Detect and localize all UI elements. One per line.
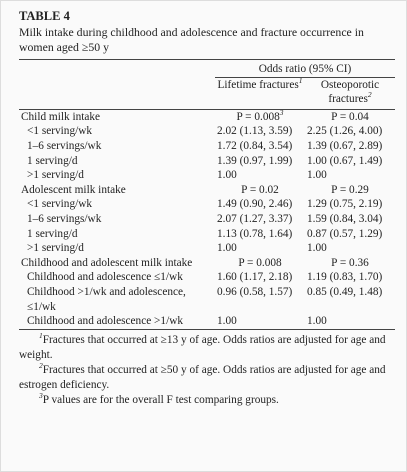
p-value: P = 0.04 (305, 109, 395, 124)
note-mark: 3 (279, 108, 284, 118)
column-label: Osteoporotic fractures (320, 78, 380, 106)
footnote: 3P values are for the overall F test com… (19, 390, 394, 408)
odds-ratio: 1.00 (217, 242, 237, 255)
data-row: 1 serving/d 1.13 (0.78, 1.64) 0.87 (0.57, … (19, 227, 395, 242)
table-caption: Milk intake during childhood and adolesc… (19, 25, 364, 54)
footnote-text: Fractures that occurred at ≥50 y of age.… (19, 363, 386, 391)
table-title: TABLE 4 (19, 9, 70, 23)
odds-ratio: 1.39 (0.67, 2.89) (307, 139, 383, 152)
odds-ratio: 1.13 (0.78, 1.64) (217, 227, 293, 240)
p-text: P = 0.04 (331, 110, 369, 123)
row-label: <1 serving/wk (27, 198, 93, 211)
odds-ratio: 1.59 (0.84, 3.04) (307, 212, 383, 225)
p-text: P = 0.008 (236, 110, 280, 123)
data-row: >1 serving/d 1.00 1.00 (19, 168, 395, 183)
group-header: Odds ratio (95% CI) (215, 59, 395, 78)
data-row: 1–6 servings/wk 1.72 (0.84, 3.54) 1.39 (0.… (19, 139, 395, 154)
section-row: Adolescent milk intake P = 0.02 P = 0.29 (19, 183, 395, 198)
odds-ratio: 1.29 (0.75, 2.19) (307, 198, 383, 211)
data-row: >1 serving/d 1.00 1.00 (19, 241, 395, 256)
section-title: Adolescent milk intake (21, 183, 126, 196)
data-row: 1–6 servings/wk 2.07 (1.27, 3.37) 1.59 (0.… (19, 212, 395, 227)
column-label: Lifetime fractures (217, 78, 299, 91)
data-row: <1 serving/wk 2.02 (1.13, 3.59) 2.25 (1.26… (19, 124, 395, 139)
row-label: Childhood >1/wk and adolescence, ≤1/wk (27, 285, 186, 313)
row-label: 1 serving/d (27, 227, 78, 240)
note-mark: 1 (39, 330, 43, 340)
data-row: Childhood >1/wk and adolescence, ≤1/wk 0.… (19, 285, 395, 314)
odds-ratio: 0.87 (0.57, 1.29) (307, 227, 383, 240)
odds-ratio: 2.25 (1.26, 4.00) (307, 125, 383, 138)
row-label: Childhood and adolescence >1/wk (27, 315, 184, 328)
odds-ratio: 1.00 (307, 315, 327, 328)
odds-ratio: 1.39 (0.97, 1.99) (217, 154, 293, 167)
row-label: 1–6 servings/wk (27, 139, 102, 152)
p-text: P = 0.36 (331, 256, 369, 269)
p-value: P = 0.02 (215, 183, 305, 198)
odds-ratio: 1.00 (217, 315, 237, 328)
odds-ratio: 0.96 (0.58, 1.57) (217, 285, 293, 298)
footnote-text: P values are for the overall F test comp… (42, 393, 279, 406)
row-label: 1–6 servings/wk (27, 212, 102, 225)
row-label: >1 serving/d (27, 169, 84, 182)
odds-ratio: 0.85 (0.49, 1.48) (307, 285, 383, 298)
odds-ratio: 1.49 (0.90, 2.46) (217, 198, 293, 211)
data-table: Odds ratio (95% CI) Lifetime fractures1 O… (19, 59, 395, 330)
odds-ratio: 1.19 (0.83, 1.70) (307, 271, 383, 284)
p-value: P = 0.29 (305, 183, 395, 198)
row-label: <1 serving/wk (27, 125, 93, 138)
data-row: Childhood and adolescence ≤1/wk 1.60 (1.1… (19, 270, 395, 285)
p-value: P = 0.36 (305, 256, 395, 271)
footnote: 1Fractures that occurred at ≥13 y of age… (19, 330, 394, 363)
data-row: 1 serving/d 1.39 (0.97, 1.99) 1.00 (0.67, … (19, 154, 395, 169)
odds-ratio: 2.07 (1.27, 3.37) (217, 212, 293, 225)
data-row: <1 serving/wk 1.49 (0.90, 2.46) 1.29 (0.75… (19, 197, 395, 212)
odds-ratio: 1.00 (307, 242, 327, 255)
row-label: Childhood and adolescence ≤1/wk (27, 271, 183, 284)
footnote: 2Fractures that occurred at ≥50 y of age… (19, 360, 394, 393)
p-text: P = 0.29 (331, 183, 369, 196)
footnote-text: Fractures that occurred at ≥13 y of age.… (19, 333, 386, 361)
note-mark: 2 (39, 360, 43, 370)
odds-ratio: 2.02 (1.13, 3.59) (217, 125, 293, 138)
data-row: Childhood and adolescence >1/wk 1.00 1.00 (19, 314, 395, 330)
section-title: Child milk intake (21, 110, 101, 123)
column-header: Osteoporotic fractures2 (305, 77, 395, 109)
p-value: P = 0.008 (215, 256, 305, 271)
column-header: Lifetime fractures1 (215, 77, 305, 109)
p-value: P = 0.0083 (215, 109, 305, 124)
row-label: >1 serving/d (27, 242, 84, 255)
section-row: Childhood and adolescent milk intake P = … (19, 256, 395, 271)
note-mark: 3 (39, 390, 43, 400)
note-mark: 1 (298, 75, 303, 85)
footnotes: 1Fractures that occurred at ≥13 y of age… (19, 330, 394, 408)
odds-ratio: 1.00 (307, 169, 327, 182)
odds-ratio: 1.00 (0.67, 1.49) (307, 154, 383, 167)
row-label: 1 serving/d (27, 154, 78, 167)
note-mark: 2 (367, 90, 372, 100)
p-text: P = 0.02 (241, 183, 279, 196)
odds-ratio: 1.00 (217, 169, 237, 182)
section-row: Child milk intake P = 0.0083 P = 0.04 (19, 109, 395, 124)
odds-ratio: 1.60 (1.17, 2.18) (217, 271, 293, 284)
odds-ratio: 1.72 (0.84, 3.54) (217, 139, 293, 152)
p-text: P = 0.008 (238, 256, 282, 269)
section-title: Childhood and adolescent milk intake (21, 256, 193, 269)
